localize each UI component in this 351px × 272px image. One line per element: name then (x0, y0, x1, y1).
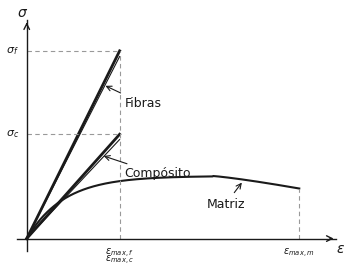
Text: $\sigma_f$: $\sigma_f$ (6, 45, 19, 57)
Text: $\varepsilon_{max,f}$: $\varepsilon_{max,f}$ (105, 247, 134, 260)
Text: $\sigma_c$: $\sigma_c$ (6, 128, 19, 140)
Text: $\sigma$: $\sigma$ (16, 5, 28, 20)
Text: Compósito: Compósito (105, 156, 191, 180)
Text: $\varepsilon$: $\varepsilon$ (336, 242, 345, 256)
Text: $\varepsilon_{max,m}$: $\varepsilon_{max,m}$ (283, 247, 315, 260)
Text: $\varepsilon_{max,c}$: $\varepsilon_{max,c}$ (105, 254, 134, 267)
Text: Fibras: Fibras (107, 86, 161, 110)
Text: Matriz: Matriz (206, 184, 245, 211)
